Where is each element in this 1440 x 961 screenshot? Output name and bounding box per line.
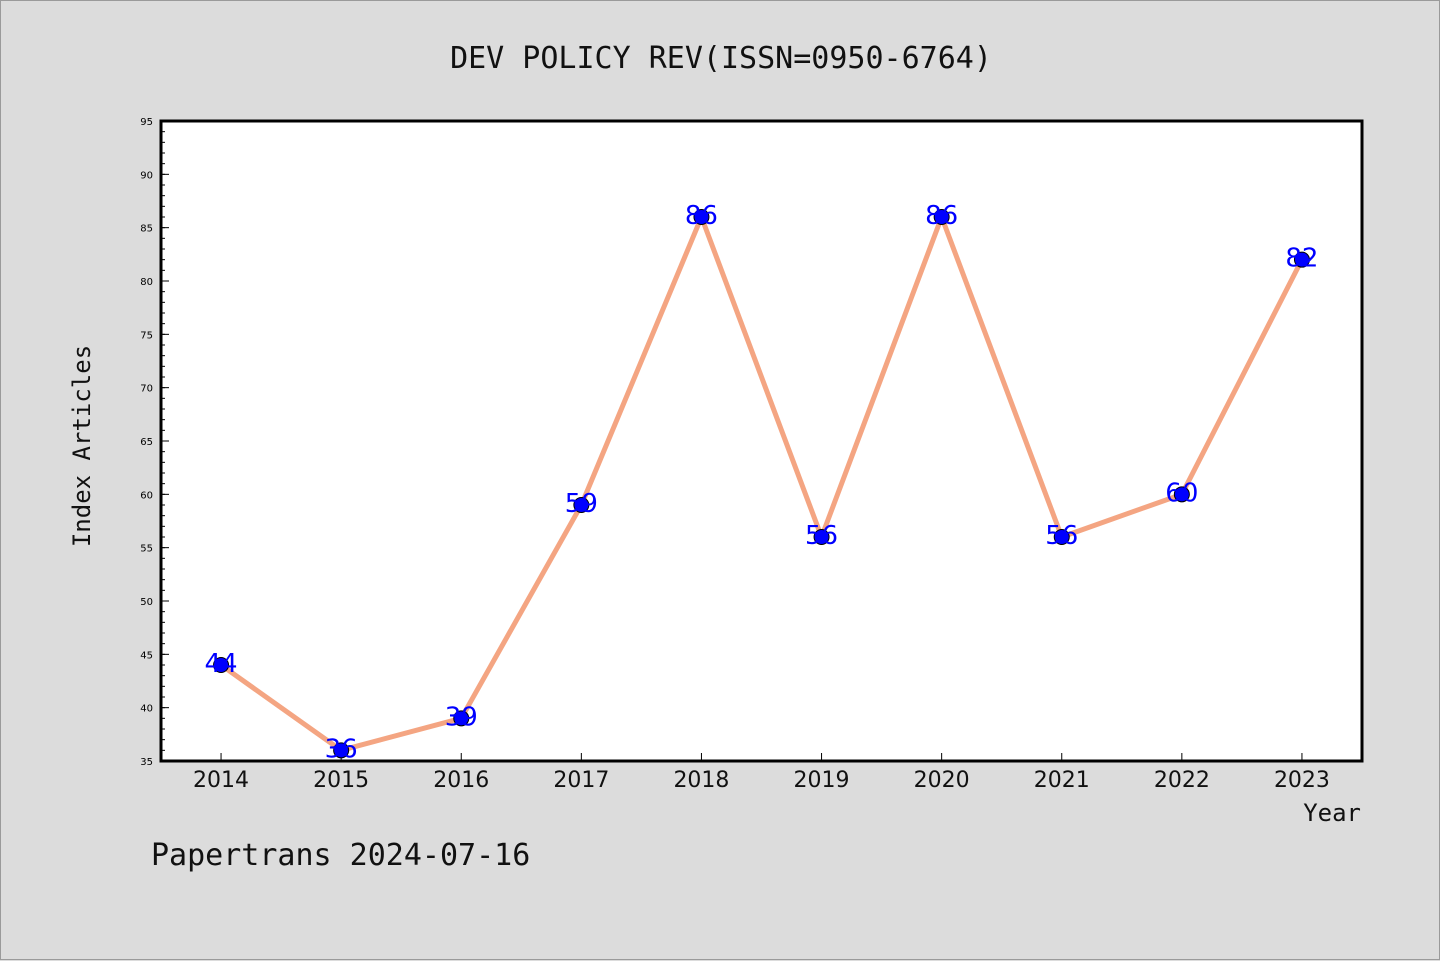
x-tick-label: 2016 bbox=[433, 768, 489, 793]
y-tick-label: 85 bbox=[140, 224, 153, 235]
y-tick-label: 80 bbox=[140, 277, 153, 288]
y-tick-label: 90 bbox=[140, 170, 153, 181]
data-point-marker bbox=[333, 742, 350, 759]
y-tick-label: 45 bbox=[140, 650, 153, 661]
x-tick-label: 2021 bbox=[1034, 768, 1090, 793]
data-point-marker bbox=[693, 209, 710, 225]
x-axis: 2014 2015 2016 2017 2018 2019 2020 2021 2022 2023 bbox=[193, 753, 1330, 793]
data-point-marker bbox=[1173, 486, 1190, 503]
data-point-marker bbox=[573, 497, 590, 513]
data-label: 56 bbox=[1045, 521, 1078, 551]
y-axis-title: Index Articles bbox=[68, 345, 96, 547]
y-tick-label: 35 bbox=[140, 757, 153, 768]
x-tick-label: 2022 bbox=[1154, 768, 1210, 793]
data-point-marker bbox=[933, 209, 950, 225]
footer-date-stamp: Papertrans 2024-07-16 bbox=[151, 838, 530, 873]
data-point-marker bbox=[453, 710, 470, 727]
y-axis: 35 40 45 50 55 60 65 70 75 80 85 90 95 bbox=[140, 117, 169, 768]
data-point-marker bbox=[813, 529, 830, 545]
data-label: 82 bbox=[1285, 244, 1318, 274]
y-tick-label: 95 bbox=[140, 117, 153, 128]
y-tick-label: 65 bbox=[140, 437, 153, 448]
x-tick-label: 2014 bbox=[193, 768, 249, 793]
x-tick-label: 2023 bbox=[1274, 768, 1330, 793]
y-tick-label: 60 bbox=[140, 490, 153, 501]
series-line bbox=[213, 209, 1310, 759]
chart-title: DEV POLICY REV(ISSN=0950-6764) bbox=[450, 41, 992, 76]
y-tick-label: 40 bbox=[140, 704, 153, 715]
x-tick-label: 2019 bbox=[794, 768, 850, 793]
data-label: 36 bbox=[325, 734, 358, 764]
series-polyline bbox=[219, 214, 1305, 753]
data-label: 60 bbox=[1165, 478, 1198, 508]
data-label: 39 bbox=[445, 702, 478, 732]
x-tick-label: 2018 bbox=[673, 768, 729, 793]
data-label: 86 bbox=[685, 201, 718, 231]
plot-area bbox=[159, 119, 1364, 763]
data-point-marker bbox=[1053, 529, 1070, 545]
data-label: 59 bbox=[565, 489, 598, 519]
data-labels: 44 36 39 59 86 56 86 56 60 82 bbox=[205, 201, 1319, 764]
data-label: 86 bbox=[925, 201, 958, 231]
y-tick-label: 55 bbox=[140, 544, 153, 555]
x-axis-title: Year bbox=[1303, 799, 1361, 827]
data-point-marker bbox=[213, 657, 230, 673]
x-tick-label: 2015 bbox=[313, 768, 369, 793]
x-tick-label: 2017 bbox=[553, 768, 609, 793]
y-tick-label: 70 bbox=[140, 384, 153, 395]
data-label: 44 bbox=[205, 649, 238, 679]
data-point-marker bbox=[1293, 251, 1310, 268]
y-tick-label: 50 bbox=[140, 597, 153, 608]
y-tick-label: 75 bbox=[140, 330, 153, 341]
x-tick-label: 2020 bbox=[914, 768, 970, 793]
data-label: 56 bbox=[805, 521, 838, 551]
